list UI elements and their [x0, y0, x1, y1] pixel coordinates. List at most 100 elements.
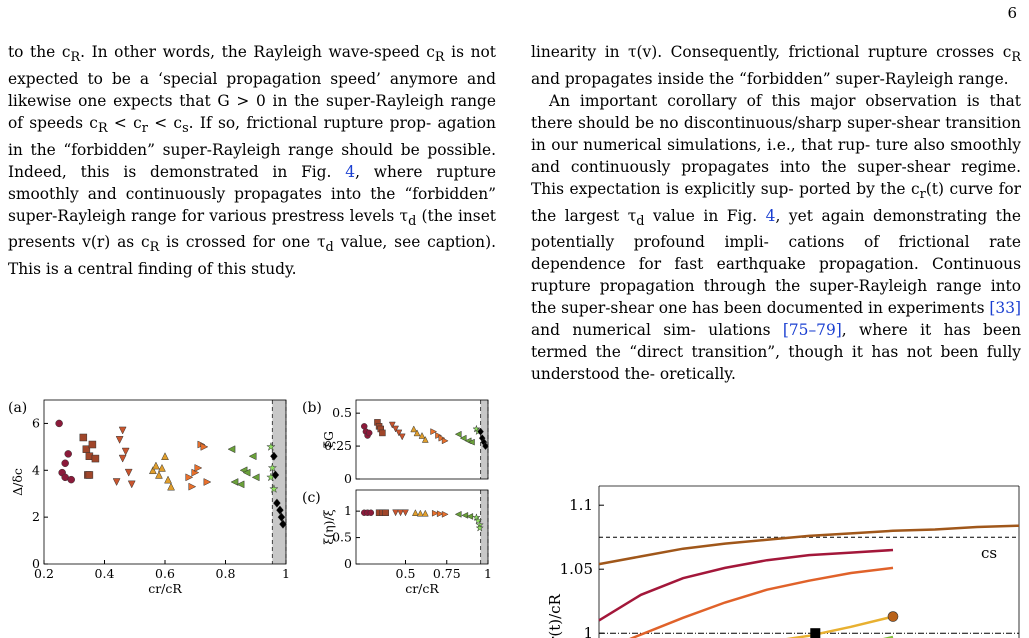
data-point: [242, 468, 251, 477]
panel-b-plot: 0 0.25 0.5 (b) ξG: [302, 399, 489, 486]
y-tick-label: 1.1: [569, 496, 593, 514]
data-point: [91, 454, 100, 463]
y-tick-label: 6: [32, 415, 40, 430]
y-tick-label: 1: [344, 503, 352, 518]
data-point: [473, 516, 483, 525]
data-point: [397, 509, 404, 517]
data-point: [124, 468, 133, 477]
x-tick-label: 0.2: [34, 566, 54, 581]
data-point: [118, 426, 127, 435]
x-axis-label: cr/cR: [148, 581, 182, 596]
panel-a-plot: 0 2 4 6 0.2 0.4 0.6 0.8 1 (a) Δ/δc cr/cR: [8, 399, 290, 596]
data-point: [279, 519, 287, 529]
ref-75-79-link[interactable]: [75–79]: [782, 321, 842, 340]
data-point: [398, 433, 406, 441]
y-axis-label: ξ(η)/ξ: [321, 509, 336, 544]
series-line: [598, 548, 894, 622]
data-point: [115, 436, 124, 444]
page-number: 6: [1007, 4, 1017, 22]
data-point: [188, 482, 197, 491]
panel-label: (c): [302, 490, 321, 506]
fig-4-link-2[interactable]: 4: [765, 206, 776, 225]
data-point: [227, 445, 236, 454]
data-point: [148, 466, 157, 475]
y-axis-label: ξG: [321, 431, 336, 448]
y-tick-label: 0.25: [324, 438, 352, 453]
panel-label: (a): [8, 400, 27, 416]
data-point: [248, 452, 257, 461]
data-point: [402, 509, 409, 517]
data-point: [127, 480, 136, 489]
data-point: [270, 451, 278, 461]
data-point: [79, 433, 88, 442]
data-point: [392, 509, 400, 517]
data-point: [152, 461, 160, 470]
y-tick-label: 0: [32, 556, 40, 571]
data-point: [161, 452, 169, 460]
data-point: [395, 429, 403, 437]
y-tick-label: 0: [344, 471, 352, 486]
y-tick-label: 0.5: [332, 405, 352, 420]
x-tick-label: 1: [484, 566, 492, 581]
data-point: [418, 431, 426, 439]
x-axis-label: cr/cR: [405, 581, 439, 596]
data-point: [430, 428, 438, 436]
panel-label: (b): [302, 400, 322, 416]
data-point: [435, 432, 443, 439]
y-tick-label: 2: [32, 509, 40, 524]
data-point: [475, 523, 485, 532]
data-point: [461, 511, 469, 519]
data-point: [276, 505, 284, 515]
data-point: [421, 509, 429, 517]
data-point: [164, 475, 172, 484]
y-axis-label: cr(t)/cR: [546, 593, 564, 638]
data-point: [121, 447, 130, 456]
data-point: [61, 459, 69, 468]
data-point: [482, 442, 489, 451]
data-point: [200, 442, 209, 451]
data-point: [472, 513, 481, 522]
crossing-marker: [810, 628, 821, 638]
figure-4-axes: 1 1.05 1.1 cs cr(t)/cR: [546, 485, 1020, 638]
axes-frame: [355, 399, 489, 480]
data-point: [438, 434, 446, 442]
data-point: [158, 463, 166, 472]
data-point: [454, 510, 462, 518]
shaded-region: [480, 490, 488, 564]
data-point: [388, 421, 396, 429]
cs-label: cs: [981, 544, 997, 562]
x-tick-label: 0.6: [155, 566, 175, 581]
data-point: [441, 510, 449, 518]
data-point: [67, 475, 75, 484]
figure-4-plot: 1 1.05 1.1 cs cr(t)/cR: [546, 485, 1020, 638]
series-line: [629, 566, 894, 638]
data-point: [55, 419, 63, 428]
data-point: [379, 429, 386, 437]
data-point: [421, 435, 429, 443]
x-tick-label: 0.5: [396, 566, 416, 581]
series-line: [786, 615, 894, 638]
data-point: [416, 509, 424, 517]
data-point: [441, 437, 449, 445]
data-point: [454, 430, 462, 438]
data-point: [194, 464, 203, 472]
data-point: [367, 509, 375, 516]
data-point: [112, 478, 121, 487]
data-point: [269, 483, 279, 494]
panel-c-plot: 0 0.5 1 0.5 0.75 1 (c)ξ(η)/ξ cr/cR: [302, 489, 492, 596]
data-point: [467, 438, 475, 446]
y-tick-label: 4: [32, 462, 40, 477]
data-point: [251, 473, 260, 482]
right-column-text: linearity in τ(v). Consequently, frictio…: [531, 43, 1021, 383]
data-point: [88, 440, 97, 449]
axes-frame: [355, 489, 489, 565]
data-point: [85, 471, 94, 479]
data-point: [230, 478, 239, 486]
data-point: [203, 478, 212, 486]
x-tick-label: 0.4: [95, 566, 115, 581]
fig-4-link[interactable]: 4: [345, 162, 356, 181]
data-point: [266, 441, 276, 451]
ref-33-link[interactable]: [33]: [989, 299, 1021, 318]
y-tick-label: 1: [583, 624, 593, 638]
data-point: [155, 470, 163, 479]
